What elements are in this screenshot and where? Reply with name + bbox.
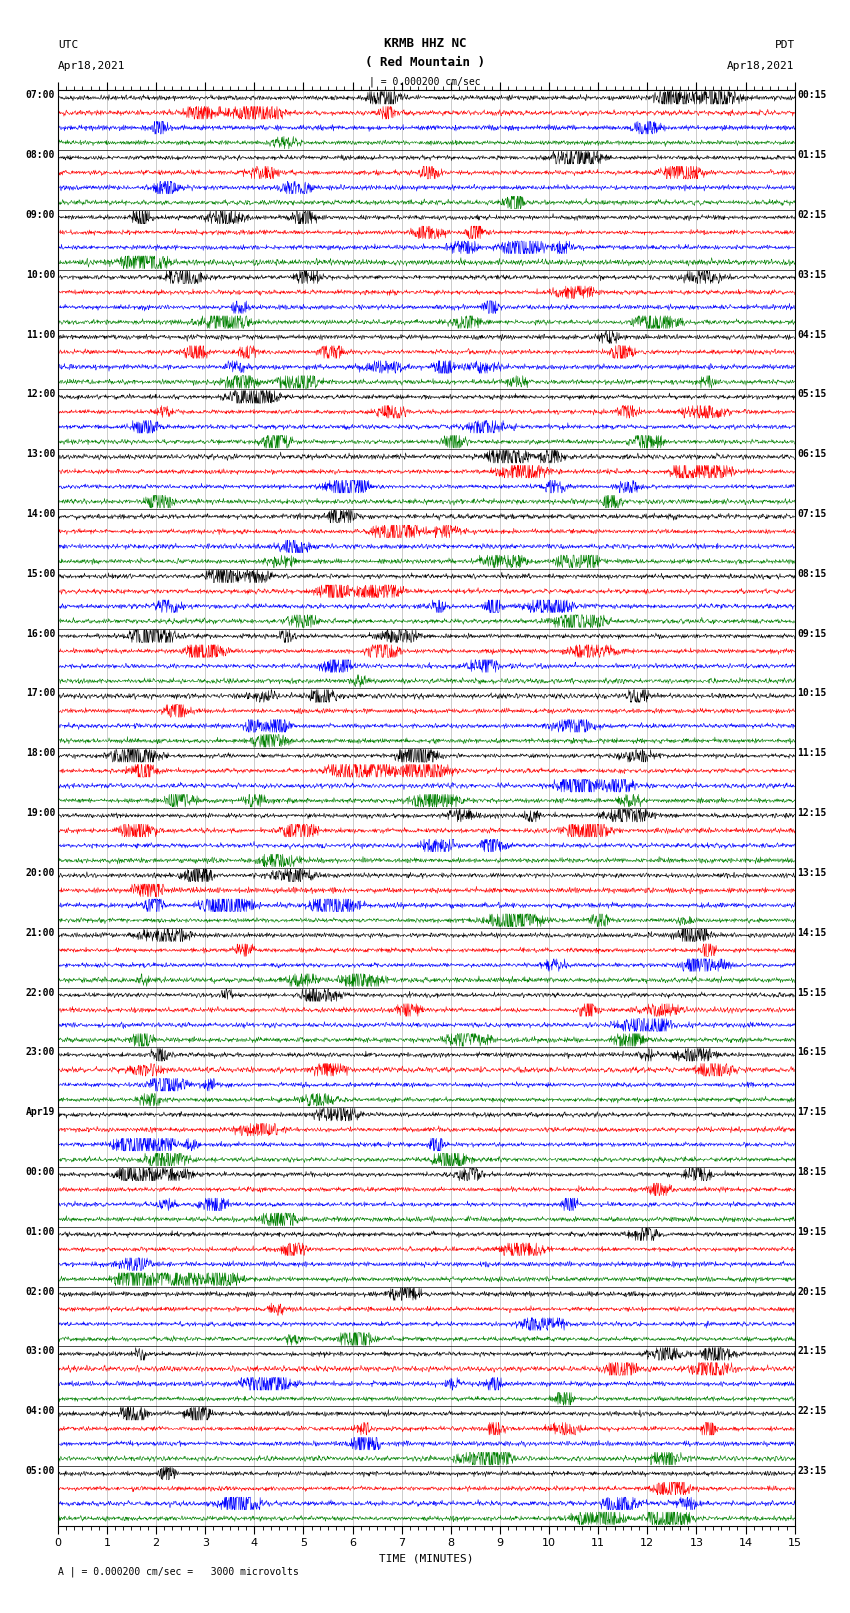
Text: 01:00: 01:00: [26, 1227, 55, 1237]
Text: 10:00: 10:00: [26, 269, 55, 279]
Text: 13:00: 13:00: [26, 448, 55, 460]
Text: 19:00: 19:00: [26, 808, 55, 818]
Text: 00:15: 00:15: [797, 90, 827, 100]
Text: 18:00: 18:00: [26, 748, 55, 758]
Text: 22:15: 22:15: [797, 1407, 827, 1416]
Text: 16:15: 16:15: [797, 1047, 827, 1058]
X-axis label: TIME (MINUTES): TIME (MINUTES): [379, 1553, 473, 1565]
Text: 06:15: 06:15: [797, 448, 827, 460]
Text: 00:00: 00:00: [26, 1168, 55, 1177]
Text: 20:00: 20:00: [26, 868, 55, 877]
Text: 02:15: 02:15: [797, 210, 827, 219]
Text: 18:15: 18:15: [797, 1168, 827, 1177]
Text: 01:15: 01:15: [797, 150, 827, 160]
Text: ( Red Mountain ): ( Red Mountain ): [365, 56, 485, 69]
Text: 15:15: 15:15: [797, 987, 827, 997]
Text: Apr18,2021: Apr18,2021: [58, 61, 125, 71]
Text: 04:00: 04:00: [26, 1407, 55, 1416]
Text: 14:00: 14:00: [26, 510, 55, 519]
Text: 03:15: 03:15: [797, 269, 827, 279]
Text: 04:15: 04:15: [797, 329, 827, 340]
Text: 07:00: 07:00: [26, 90, 55, 100]
Text: 23:00: 23:00: [26, 1047, 55, 1058]
Text: 12:00: 12:00: [26, 389, 55, 400]
Text: 21:00: 21:00: [26, 927, 55, 937]
Text: PDT: PDT: [774, 40, 795, 50]
Text: 12:15: 12:15: [797, 808, 827, 818]
Text: Apr18,2021: Apr18,2021: [728, 61, 795, 71]
Text: | = 0.000200 cm/sec: | = 0.000200 cm/sec: [369, 76, 481, 87]
Text: 22:00: 22:00: [26, 987, 55, 997]
Text: 11:00: 11:00: [26, 329, 55, 340]
Text: 10:15: 10:15: [797, 689, 827, 698]
Text: 08:00: 08:00: [26, 150, 55, 160]
Text: 11:15: 11:15: [797, 748, 827, 758]
Text: 19:15: 19:15: [797, 1227, 827, 1237]
Text: A | = 0.000200 cm/sec =   3000 microvolts: A | = 0.000200 cm/sec = 3000 microvolts: [58, 1566, 298, 1578]
Text: 16:00: 16:00: [26, 629, 55, 639]
Text: 02:00: 02:00: [26, 1287, 55, 1297]
Text: 09:15: 09:15: [797, 629, 827, 639]
Text: KRMB HHZ NC: KRMB HHZ NC: [383, 37, 467, 50]
Text: Apr19: Apr19: [26, 1107, 55, 1118]
Text: 13:15: 13:15: [797, 868, 827, 877]
Text: 05:00: 05:00: [26, 1466, 55, 1476]
Text: UTC: UTC: [58, 40, 78, 50]
Text: 08:15: 08:15: [797, 569, 827, 579]
Text: 15:00: 15:00: [26, 569, 55, 579]
Text: 07:15: 07:15: [797, 510, 827, 519]
Text: 17:15: 17:15: [797, 1107, 827, 1118]
Text: 21:15: 21:15: [797, 1347, 827, 1357]
Text: 17:00: 17:00: [26, 689, 55, 698]
Text: 09:00: 09:00: [26, 210, 55, 219]
Text: 23:15: 23:15: [797, 1466, 827, 1476]
Text: 05:15: 05:15: [797, 389, 827, 400]
Text: 14:15: 14:15: [797, 927, 827, 937]
Text: 20:15: 20:15: [797, 1287, 827, 1297]
Text: 03:00: 03:00: [26, 1347, 55, 1357]
